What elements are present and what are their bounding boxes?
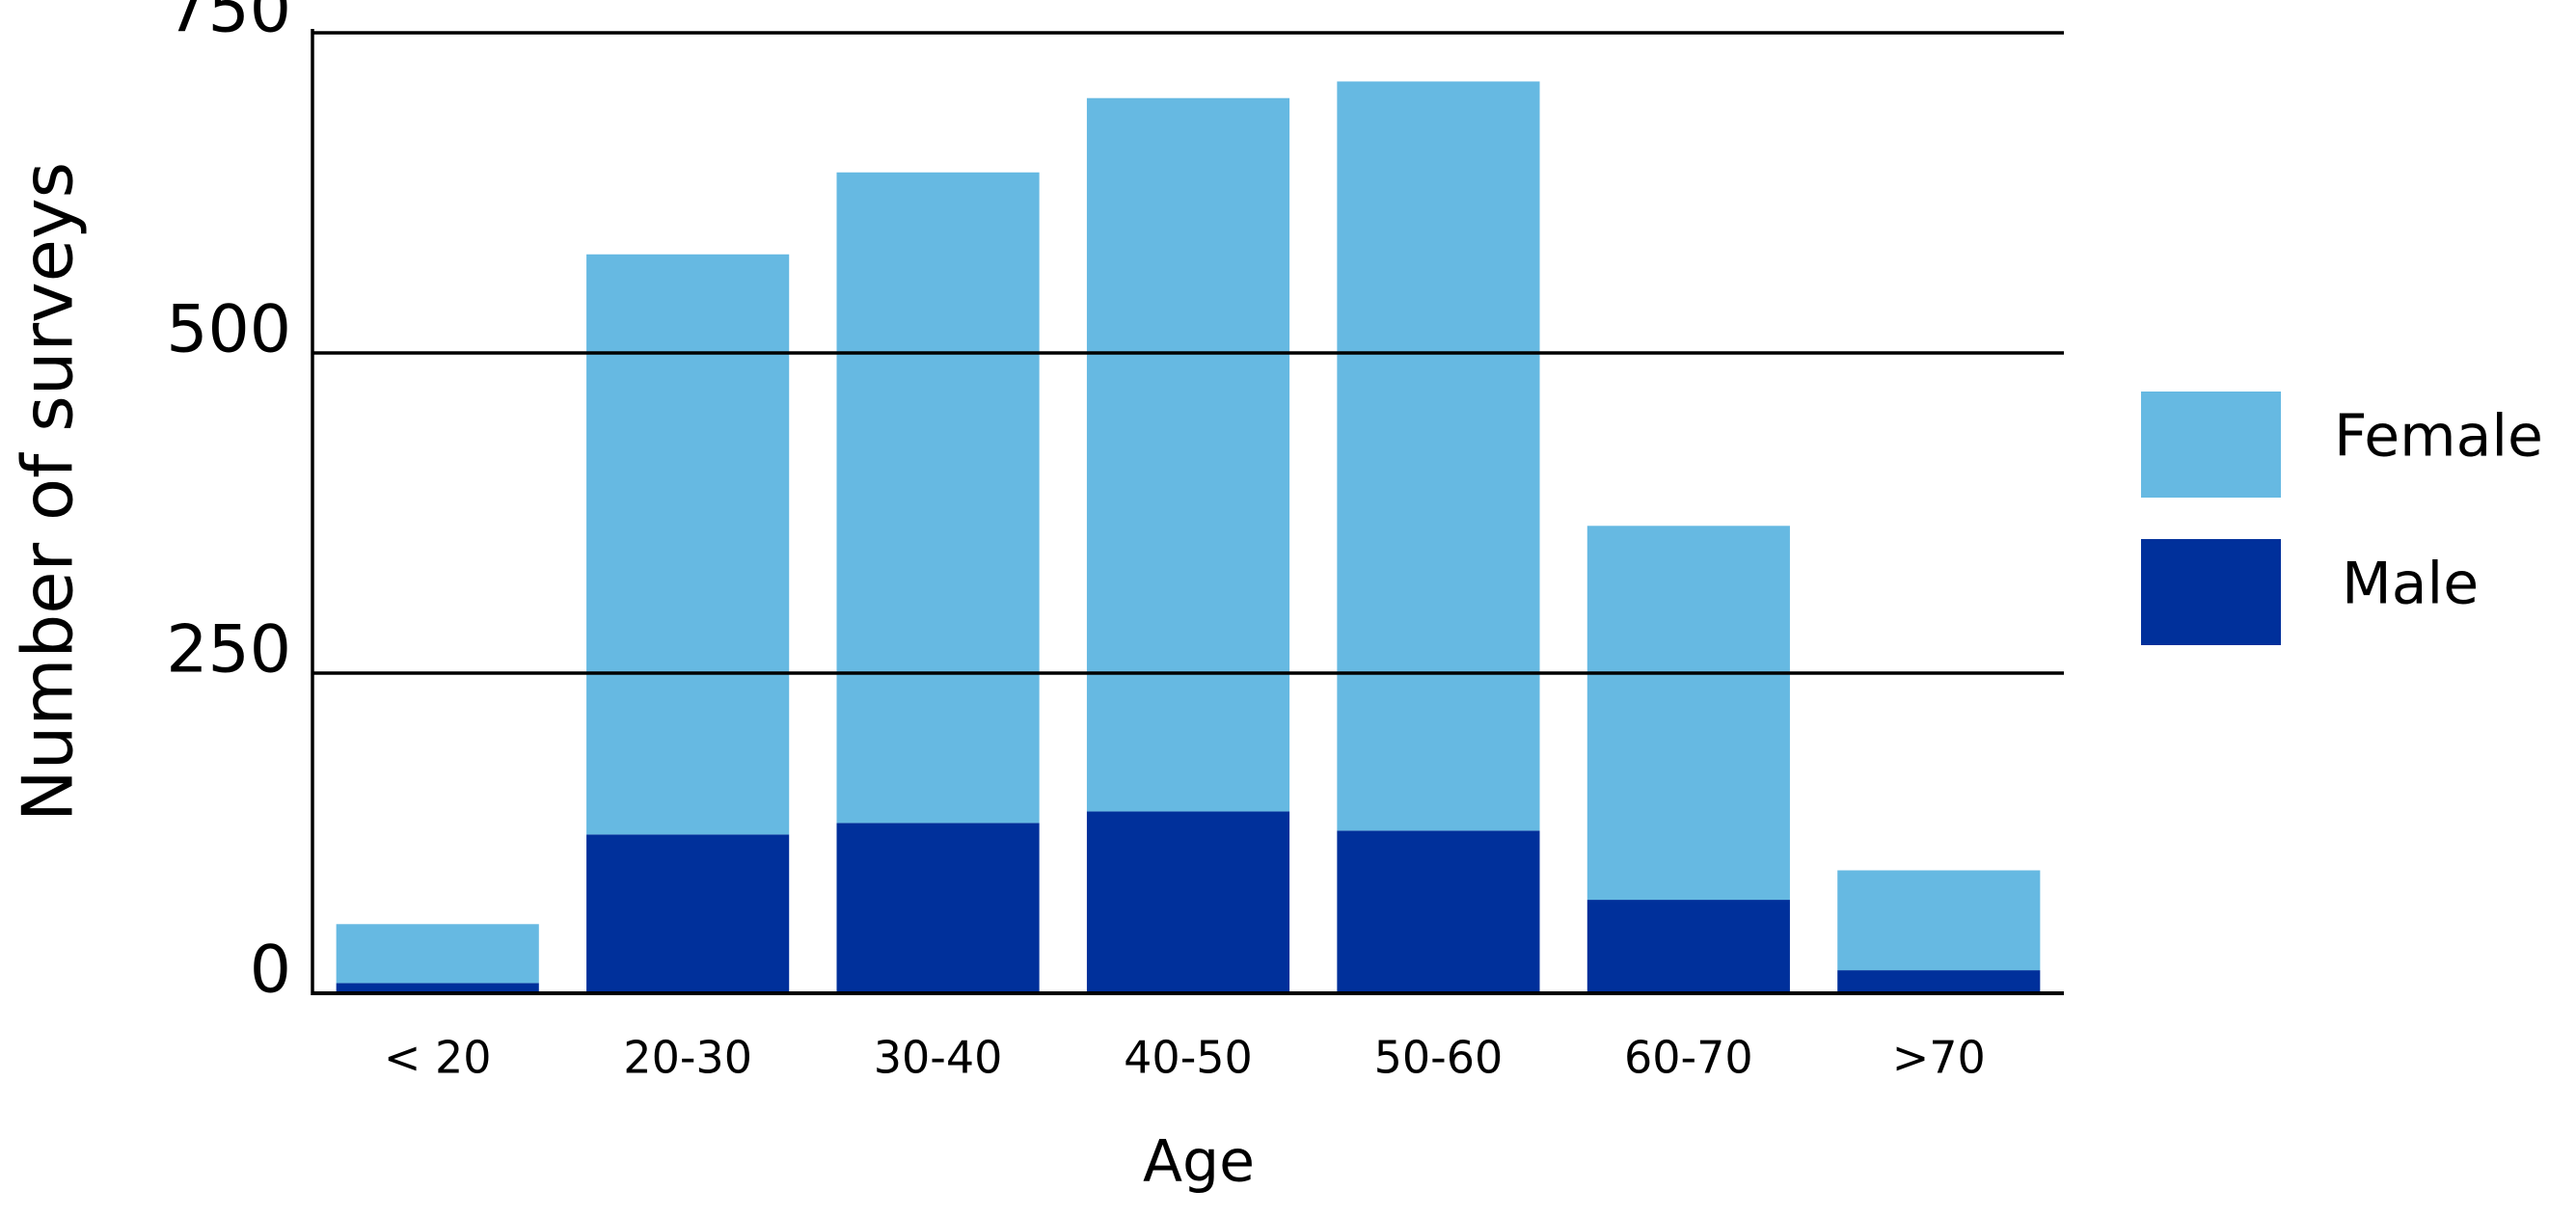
x-tick-label: 60-70 [1624,1032,1753,1084]
bar-segment [1586,900,1790,993]
x-tick-label: 20-30 [623,1032,752,1084]
x-axis-title: Age [1143,1128,1255,1196]
bar-segment [586,834,790,993]
bar-segment [1086,97,1290,812]
bar-segment [1586,526,1790,901]
y-tick-label: 0 [250,933,291,1009]
bar-segment [1837,970,2041,993]
x-tick-label: 50-60 [1374,1032,1504,1084]
bar-segment [336,924,539,984]
x-tick-label: 30-40 [874,1032,1003,1084]
bar-segment [1337,830,1540,993]
bar-segment [336,983,539,993]
bar-segment [1837,870,2041,971]
y-tick-label: 750 [166,0,291,48]
x-tick-label: >70 [1892,1032,1986,1084]
legend-label: Female [2334,403,2543,471]
legend-label: Male [2342,551,2479,618]
bar-segment [836,172,1040,824]
y-axis-title: Number of surveys [8,162,89,822]
bar-segment [1337,81,1540,831]
legend-swatch [2141,392,2281,498]
bar-segment [836,823,1040,993]
y-tick-label: 500 [166,292,291,368]
bar-segment [586,254,790,835]
x-tick-label: < 20 [384,1032,492,1084]
x-tick-label: 40-50 [1124,1032,1253,1084]
bar-segment [1086,811,1290,993]
y-tick-label: 250 [166,612,291,689]
legend-swatch [2141,539,2281,645]
